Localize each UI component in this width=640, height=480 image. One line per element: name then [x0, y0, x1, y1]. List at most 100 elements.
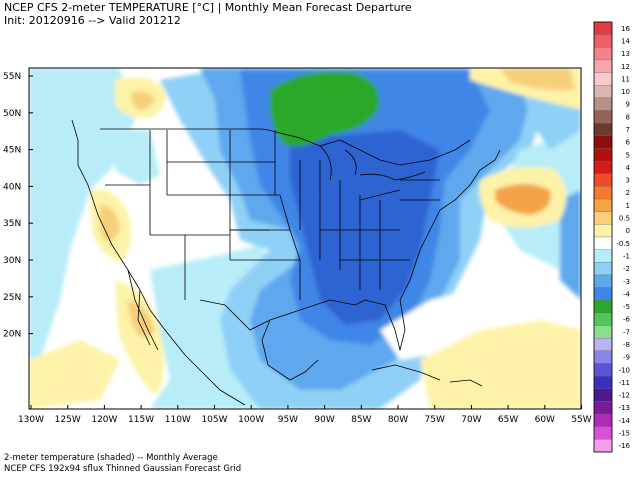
footer-line-2: NCEP CFS 192x94 sflux Thinned Gaussian F… [4, 464, 242, 474]
shade-orange-ne [500, 68, 575, 91]
colorbar-label: -9 [623, 354, 630, 362]
colorbar-swatch [593, 97, 613, 111]
shade-light-cyan-west [29, 68, 135, 400]
colorbar-swatch [593, 262, 613, 276]
colorbar-swatch [593, 34, 613, 48]
shade-yellow-caribbean [420, 320, 581, 409]
colorbar-label: -13 [619, 404, 630, 412]
colorbar-label: 4 [626, 164, 631, 172]
lon-tick-label: 65W [498, 415, 518, 425]
colorbar-label: 11 [621, 75, 630, 83]
east-coast [399, 149, 501, 301]
colorbar: 16 14 13 12 11 10 9 8 7 6 5 4 3 2 1 0.5 0 -0.5 -1 -2 -3 -4 -5 -… [593, 21, 631, 453]
colorbar-label: -2 [623, 265, 630, 273]
map-frame [28, 67, 582, 410]
us-canada-border [100, 128, 471, 166]
geo-outlines [71, 119, 501, 406]
colorbar-swatch [593, 350, 613, 364]
colorbar-label: 1 [626, 202, 630, 210]
colorbar-label: 0 [626, 227, 630, 235]
mexico-west-coast [139, 289, 246, 406]
colorbar-swatch [593, 413, 613, 427]
colorbar-label: 0.5 [619, 215, 630, 223]
lon-tick-label: 130W [18, 415, 44, 425]
lon-tick-label: 95W [278, 415, 298, 425]
shade-yellow-pacific-sw [29, 340, 120, 409]
lon-tick-label: 125W [55, 415, 81, 425]
lon-tick-label: 70W [461, 415, 481, 425]
colorbar-swatch [593, 224, 613, 238]
colorbar-swatch [593, 148, 613, 162]
colorbar-label: -15 [619, 430, 630, 438]
colorbar-label: 2 [626, 189, 630, 197]
colorbar-label: -16 [619, 442, 631, 450]
shade-orange-baja [128, 300, 155, 337]
lon-tick-label: 110W [165, 415, 191, 425]
colorbar-label: 8 [626, 113, 630, 121]
shade-atlantic-blue [560, 190, 581, 300]
lat-tick-label: 35N [3, 219, 21, 229]
colorbar-swatch [593, 287, 613, 301]
lat-tick-label: 30N [3, 256, 21, 266]
colorbar-label: -0.5 [616, 240, 630, 248]
colorbar-swatch [593, 198, 613, 212]
colorbar-swatch [593, 160, 613, 174]
chart-title: NCEP CFS 2-meter TEMPERATURE [°C] | Mont… [4, 1, 412, 14]
colorbar-swatch [593, 363, 613, 377]
state-lines-east [299, 160, 440, 290]
colorbar-label: -7 [623, 328, 630, 336]
colorbar-swatch [593, 135, 613, 149]
colorbar-label: 9 [626, 101, 630, 109]
colorbar-label: -12 [619, 392, 630, 400]
lat-tick-label: 25N [3, 293, 21, 303]
shade-orange-pacific-nw [131, 91, 155, 110]
colorbar-label: 14 [621, 37, 630, 45]
colorbar-label: 10 [621, 88, 630, 96]
cuba [371, 364, 441, 381]
chart-subtitle: Init: 20120916 --> Valid 201212 [4, 14, 181, 27]
colorbar-label: 7 [626, 126, 630, 134]
colorbar-swatch [593, 110, 613, 124]
colorbar-label: 3 [626, 177, 630, 185]
colorbar-label: -6 [623, 316, 631, 324]
colorbar-label: -4 [623, 290, 631, 298]
lon-tick-label: 100W [238, 415, 264, 425]
shade-yellow-baja [115, 280, 164, 395]
lon-tick-label: 115W [128, 415, 154, 425]
colorbar-swatch [593, 426, 613, 440]
colorbar-swatch [593, 312, 613, 326]
colorbar-swatch [593, 123, 613, 136]
lat-tick-label: 20N [3, 330, 21, 340]
mexico-gulf-coast [261, 319, 319, 381]
hispaniola [449, 379, 483, 387]
state-lines-central [230, 130, 301, 300]
colorbar-swatch [593, 274, 613, 288]
lat-tick-label: 40N [3, 182, 21, 192]
colorbar-frame [593, 21, 613, 453]
colorbar-label: -8 [623, 341, 630, 349]
colorbar-label: 13 [621, 50, 630, 58]
colorbar-swatch [593, 249, 613, 263]
colorbar-label: 12 [621, 63, 630, 71]
anomaly-shading [29, 68, 581, 409]
colorbar-swatch [593, 85, 613, 99]
colorbar-swatch [593, 173, 613, 187]
lon-tick-label: 90W [314, 415, 334, 425]
lon-tick-label: 120W [91, 415, 117, 425]
lon-tick-label: 85W [351, 415, 371, 425]
lon-tick-label: 105W [201, 415, 227, 425]
west-coast [71, 119, 141, 291]
colorbar-label: -1 [623, 252, 630, 260]
colorbar-label: 5 [626, 151, 630, 159]
shade-orange-atlantic [495, 184, 551, 215]
colorbar-label: -14 [619, 417, 631, 425]
colorbar-swatch [593, 211, 613, 225]
colorbar-swatch [593, 59, 613, 73]
lat-tick-label: 45N [3, 146, 21, 156]
colorbar-swatch [593, 47, 613, 61]
colorbar-label: -10 [619, 366, 630, 374]
great-lakes [319, 145, 426, 181]
colorbar-swatch [593, 236, 613, 250]
longitude-axis: 130W 125W 120W 115W 110W 105W 100W 95W 90W 85W 80W… [18, 405, 592, 425]
